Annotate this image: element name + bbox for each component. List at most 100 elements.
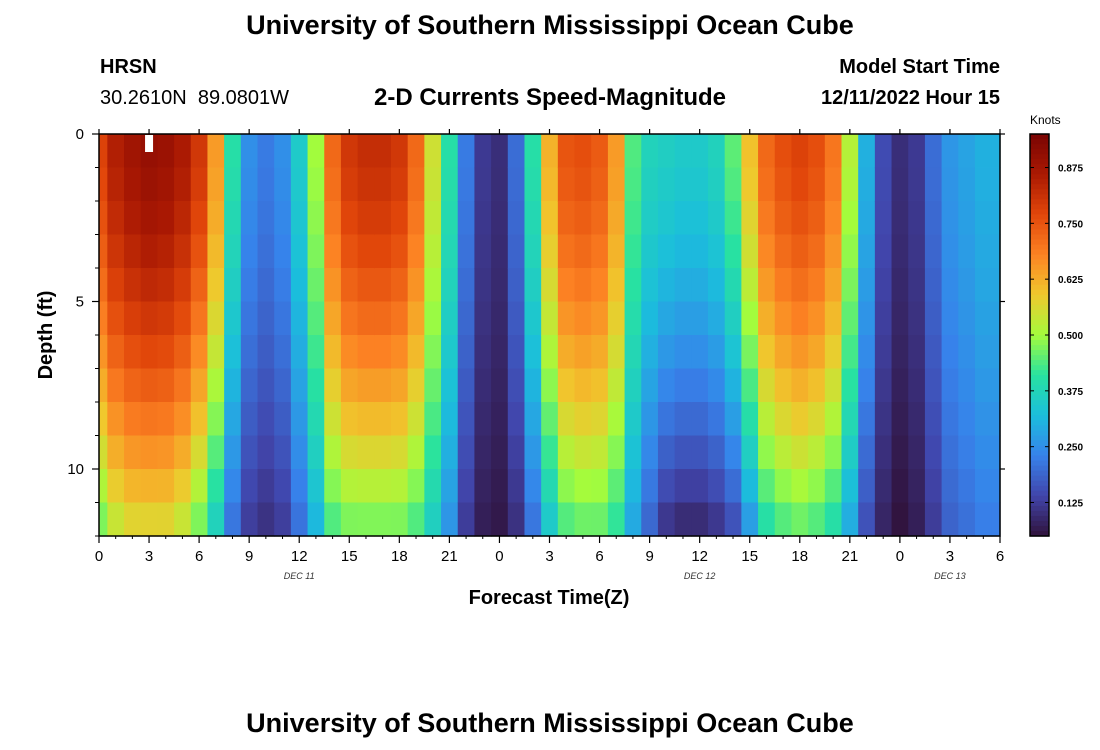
- heatmap-cell: [424, 502, 442, 537]
- colorbar-swatch: [1030, 194, 1049, 200]
- colorbar-swatch: [1030, 450, 1049, 457]
- heatmap-cell: [324, 201, 342, 236]
- heatmap-cell: [424, 368, 442, 403]
- heatmap-cell: [157, 134, 175, 169]
- heatmap-cell: [974, 301, 993, 336]
- heatmap-cell: [824, 301, 843, 336]
- heatmap-cell: [124, 167, 142, 202]
- colorbar-tick-label: 0.875: [1058, 164, 1083, 175]
- date-label: DEC 12: [684, 571, 716, 581]
- heatmap-cell: [357, 469, 375, 504]
- heatmap-cell: [908, 402, 926, 437]
- heatmap-cell: [641, 469, 659, 504]
- heatmap-cell: [99, 167, 108, 202]
- heatmap-cell: [908, 134, 926, 169]
- colorbar-swatch: [1030, 440, 1049, 447]
- heatmap-cell: [941, 402, 959, 437]
- heatmap-cell: [924, 234, 943, 269]
- heatmap-cell: [140, 368, 158, 403]
- heatmap-cell: [657, 268, 676, 303]
- heatmap-cell: [858, 402, 876, 437]
- heatmap-cell: [457, 234, 476, 269]
- heatmap-cell: [841, 368, 859, 403]
- heatmap-cell: [124, 201, 142, 236]
- heatmap-cell: [691, 201, 709, 236]
- heatmap-cell: [107, 435, 125, 470]
- heatmap-cell: [324, 435, 342, 470]
- heatmap-cell: [240, 469, 259, 504]
- colorbar-swatch: [1030, 370, 1049, 376]
- heatmap-cell: [774, 368, 793, 403]
- heatmap-cell: [357, 502, 375, 537]
- heatmap-cell: [624, 134, 642, 169]
- colorbar-swatch: [1030, 249, 1049, 256]
- heatmap-cell: [557, 435, 576, 470]
- x-tick-label: 6: [996, 548, 1004, 565]
- heatmap-cell: [457, 502, 476, 537]
- heatmap-cell: [157, 469, 175, 504]
- heatmap-cell: [991, 435, 1001, 470]
- heatmap-cell: [407, 201, 425, 236]
- heatmap-cell: [557, 469, 576, 504]
- heatmap-cell: [641, 368, 659, 403]
- colorbar-swatch: [1030, 134, 1049, 140]
- heatmap-cell: [574, 435, 592, 470]
- heatmap-cell: [607, 167, 626, 202]
- heatmap-cell: [574, 402, 592, 437]
- heatmap-cell: [240, 368, 259, 403]
- heatmap-cell: [99, 234, 108, 269]
- heatmap-cell: [491, 335, 509, 370]
- heatmap-cell: [941, 301, 959, 336]
- heatmap-cell: [874, 268, 893, 303]
- heatmap-cell: [507, 268, 526, 303]
- heatmap-cell: [858, 435, 876, 470]
- heatmap-cell: [157, 435, 175, 470]
- colorbar-swatch: [1030, 254, 1049, 261]
- heatmap-cell: [791, 167, 809, 202]
- chart-subtitle: 2-D Currents Speed-Magnitude: [373, 84, 727, 111]
- heatmap-cell: [908, 201, 926, 236]
- heatmap-cell: [958, 134, 976, 169]
- heatmap-cell: [691, 402, 709, 437]
- heatmap-cell: [324, 335, 342, 370]
- heatmap-cell: [908, 469, 926, 504]
- heatmap-cell: [407, 402, 425, 437]
- heatmap-cell: [374, 435, 392, 470]
- heatmap-cell: [674, 268, 692, 303]
- heatmap-cell: [958, 167, 976, 202]
- heatmap-cell: [290, 335, 309, 370]
- heatmap-cell: [374, 335, 392, 370]
- heatmap-cell: [340, 201, 359, 236]
- heatmap-cell: [257, 435, 275, 470]
- heatmap-cell: [691, 167, 709, 202]
- heatmap-cell: [224, 301, 242, 336]
- heatmap-cell: [524, 234, 542, 269]
- heatmap-cell: [557, 402, 576, 437]
- heatmap-cell: [140, 335, 158, 370]
- heatmap-cell: [507, 402, 526, 437]
- heatmap-cell: [491, 402, 509, 437]
- heatmap-cell: [574, 268, 592, 303]
- heatmap-cell: [524, 301, 542, 336]
- heatmap-cell: [908, 502, 926, 537]
- colorbar-swatch: [1030, 435, 1049, 442]
- heatmap-cell: [724, 502, 742, 537]
- heatmap-cell: [524, 167, 542, 202]
- heatmap-cell: [457, 201, 476, 236]
- heatmap-cell: [724, 402, 742, 437]
- heatmap-cell: [858, 234, 876, 269]
- colorbar-swatch: [1030, 219, 1049, 226]
- heatmap-cell: [99, 268, 108, 303]
- heatmap-cell: [808, 167, 826, 202]
- heatmap-cell: [441, 402, 459, 437]
- heatmap-cell: [290, 268, 309, 303]
- heatmap-cell: [607, 435, 626, 470]
- x-tick-label: 3: [946, 548, 954, 565]
- heatmap-cell: [207, 134, 225, 169]
- heatmap-cell: [224, 134, 242, 169]
- heatmap-cell: [591, 234, 609, 269]
- heatmap-cell: [591, 335, 609, 370]
- heatmap-cell: [190, 234, 209, 269]
- heatmap-cell: [741, 167, 759, 202]
- heatmap-cell: [607, 502, 626, 537]
